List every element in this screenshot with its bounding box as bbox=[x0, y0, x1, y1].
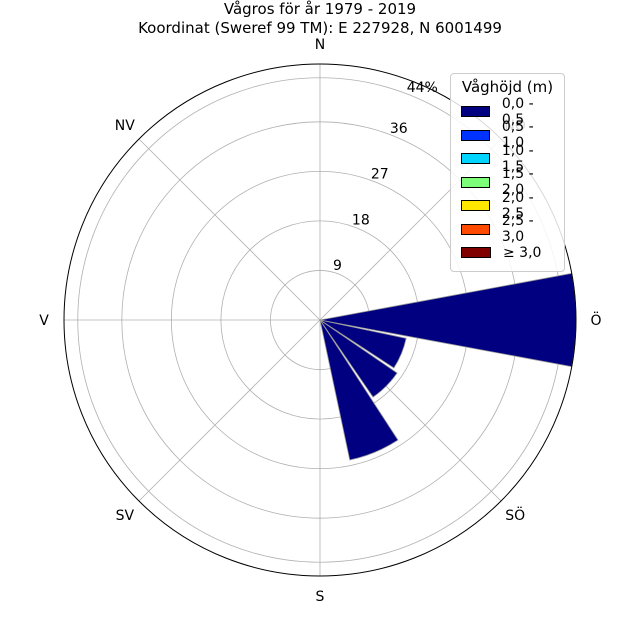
legend: Våghöjd (m) 0,0 - 0,5 0,5 - 1,0 1,0 - 1,5 1… bbox=[450, 73, 565, 272]
legend-label: 1,0 - 1,5 bbox=[501, 142, 534, 175]
legend-item: 0,5 - 1,0 bbox=[457, 119, 558, 151]
outer-frame bbox=[63, 63, 577, 577]
radial-tick-label: 36 bbox=[390, 121, 408, 137]
legend-item: 2,0 - 2,5 bbox=[457, 190, 558, 222]
legend-swatch bbox=[461, 176, 490, 188]
direction-label-6: V bbox=[39, 313, 49, 329]
legend-swatch bbox=[461, 106, 490, 118]
direction-label-7: NV bbox=[115, 118, 135, 134]
legend-swatch bbox=[461, 129, 490, 141]
legend-label: 0,5 - 1,0 bbox=[501, 119, 534, 152]
legend-label: 2,5 - 3,0 bbox=[501, 213, 534, 246]
legend-item: 1,5 - 2,0 bbox=[457, 166, 558, 198]
legend-label: 0,0 - 0,5 bbox=[501, 95, 534, 128]
sector-2 bbox=[319, 319, 398, 398]
legend-title: Våghöjd (m) bbox=[461, 78, 554, 96]
legend-item: ≥ 3,0 bbox=[457, 241, 558, 265]
sector-3 bbox=[319, 319, 399, 461]
direction-label-3: SÖ bbox=[505, 506, 525, 524]
legend-swatch bbox=[461, 153, 490, 165]
direction-label-4: S bbox=[316, 589, 325, 605]
radial-tick-label: 18 bbox=[352, 212, 370, 228]
legend-label: 1,5 - 2,0 bbox=[501, 166, 534, 199]
legend-label: ≥ 3,0 bbox=[503, 244, 542, 261]
direction-label-0: N bbox=[315, 37, 325, 53]
radial-tick-label: 9 bbox=[333, 258, 342, 274]
legend-item: 2,5 - 3,0 bbox=[457, 213, 558, 245]
legend-swatch bbox=[461, 247, 491, 259]
legend-swatch bbox=[461, 200, 490, 212]
legend-item: 1,0 - 1,5 bbox=[457, 143, 558, 175]
radial-gridline bbox=[138, 319, 321, 502]
radial-tick-label: 27 bbox=[371, 167, 389, 183]
legend-label: 2,0 - 2,5 bbox=[501, 189, 534, 222]
radial-tick-label: 44% bbox=[407, 80, 438, 96]
legend-swatch bbox=[461, 223, 490, 235]
sector-1 bbox=[319, 319, 407, 369]
direction-label-5: SV bbox=[116, 508, 135, 524]
direction-label-2: Ö bbox=[590, 311, 601, 329]
chart-subtitle: Koordinat (Sweref 99 TM): E 227928, N 60… bbox=[138, 19, 502, 37]
radial-gridline bbox=[138, 138, 321, 321]
legend-item: 0,0 - 0,5 bbox=[457, 96, 558, 128]
chart-title: Vågros för år 1979 - 2019 bbox=[223, 0, 417, 18]
